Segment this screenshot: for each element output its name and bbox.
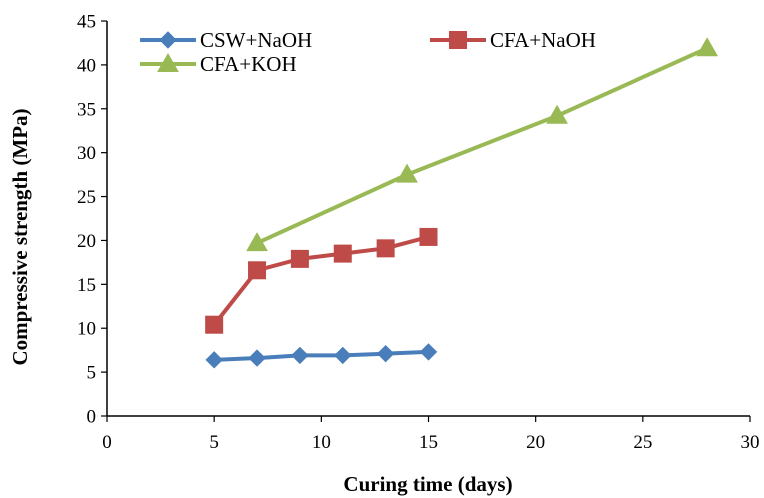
y-tick-label: 30 [77, 143, 96, 164]
series-cfa-koh [246, 37, 718, 252]
legend-marker [157, 52, 179, 72]
x-tick-label: 5 [209, 432, 219, 453]
legend-label: CFA+KOH [200, 52, 297, 76]
legend-marker [159, 31, 177, 49]
data-point [696, 37, 718, 57]
y-tick-label: 45 [77, 12, 96, 33]
y-tick-label: 20 [77, 231, 96, 252]
x-tick-label: 25 [633, 432, 652, 453]
y-tick-label: 25 [77, 187, 96, 208]
y-tick-label: 40 [77, 55, 96, 76]
data-point [546, 104, 568, 124]
x-tick-label: 0 [102, 432, 112, 453]
series-line [256, 46, 708, 245]
series-cfa-naoh [205, 227, 438, 334]
x-axis-title: Curing time (days) [343, 472, 512, 496]
data-point [419, 227, 438, 246]
y-tick-label: 10 [77, 319, 96, 340]
data-point [248, 349, 266, 367]
series-line [214, 349, 429, 362]
x-tick-label: 10 [312, 432, 331, 453]
legend-label: CSW+NaOH [200, 28, 312, 52]
y-tick-label: 35 [77, 99, 96, 120]
series-layer [205, 37, 718, 369]
legend-item: CFA+KOH [140, 52, 297, 76]
legend-item: CFA+NaOH [430, 28, 596, 52]
data-point [290, 249, 309, 268]
data-point [246, 232, 268, 252]
x-tick-label: 30 [741, 432, 760, 453]
legend-marker [449, 31, 467, 49]
legend-label: CFA+NaOH [490, 28, 596, 52]
series-line [212, 235, 430, 326]
data-point [248, 261, 267, 280]
data-point [334, 346, 352, 365]
y-tick-label: 15 [77, 275, 96, 296]
data-point [205, 315, 224, 334]
legend-item: CSW+NaOH [140, 28, 312, 52]
data-point [205, 351, 223, 369]
x-tick-label: 15 [419, 432, 438, 453]
plot-area: 0 5 10 15 20 25 30 35 40 45 0 5 10 15 20 25 30 [77, 12, 760, 454]
data-point [333, 244, 352, 263]
legend: CSW+NaOH CFA+NaOH CFA+KOH [140, 28, 596, 76]
y-tick-label: 0 [87, 407, 97, 428]
data-point [419, 343, 438, 361]
y-axis-title: Compressive strength (MPa) [8, 108, 32, 365]
y-axis-ticks: 0 5 10 15 20 25 30 35 40 45 [77, 12, 107, 428]
x-axis-ticks: 0 5 10 15 20 25 30 [102, 416, 760, 453]
series-csw-naoh [205, 343, 438, 369]
data-point [376, 344, 395, 363]
data-point [291, 346, 309, 365]
data-point [396, 163, 418, 183]
y-tick-label: 5 [87, 363, 97, 384]
data-point [376, 239, 395, 258]
x-tick-label: 20 [526, 432, 545, 453]
